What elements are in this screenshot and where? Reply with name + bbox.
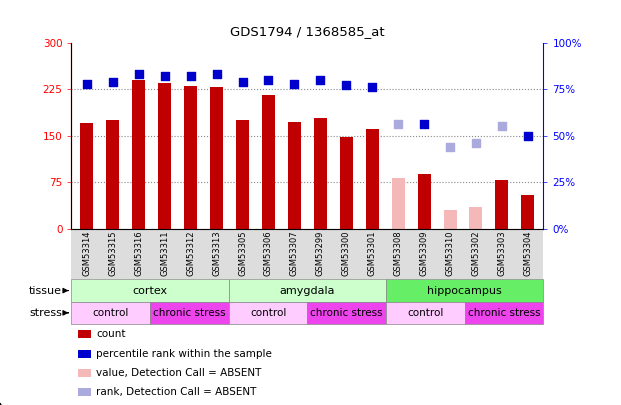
Point [263,77,273,83]
Text: control: control [407,308,443,318]
Bar [417,174,430,229]
Point [238,79,248,85]
Point [315,77,325,83]
Point [419,121,429,128]
Bar [443,210,456,229]
Bar [496,180,509,229]
Text: control: control [250,308,286,318]
Bar [158,83,171,229]
Bar [288,122,301,229]
Text: percentile rank within the sample: percentile rank within the sample [96,349,272,358]
Text: cortex: cortex [132,286,168,296]
Text: chronic stress: chronic stress [153,308,225,318]
Point [497,123,507,130]
Point [523,132,533,139]
Point [471,140,481,146]
Text: GDS1794 / 1368585_at: GDS1794 / 1368585_at [230,26,384,38]
Text: chronic stress: chronic stress [468,308,540,318]
Bar [366,130,379,229]
Text: tissue: tissue [29,286,62,296]
Text: chronic stress: chronic stress [310,308,383,318]
Point [212,71,222,77]
Bar [314,118,327,229]
Text: control: control [93,308,129,318]
Bar [469,207,483,229]
Bar [522,195,534,229]
Bar [210,87,223,229]
Text: amygdala: amygdala [279,286,335,296]
Point [393,121,403,128]
Bar [132,80,145,229]
Point [160,73,170,79]
Point [108,79,118,85]
Point [82,80,92,87]
Text: value, Detection Call = ABSENT: value, Detection Call = ABSENT [96,368,261,378]
Bar [236,120,249,229]
Bar [106,120,119,229]
Text: hippocampus: hippocampus [427,286,502,296]
Point [186,73,196,79]
Text: rank, Detection Call = ABSENT: rank, Detection Call = ABSENT [96,388,256,397]
Point [342,82,351,89]
Bar [392,178,405,229]
Bar [262,95,275,229]
Point [134,71,144,77]
Bar [184,86,197,229]
Text: stress: stress [29,308,62,318]
Bar [340,137,353,229]
Point [289,80,299,87]
Point [445,144,455,150]
Text: count: count [96,329,126,339]
Point [367,84,377,90]
Bar [81,123,93,229]
